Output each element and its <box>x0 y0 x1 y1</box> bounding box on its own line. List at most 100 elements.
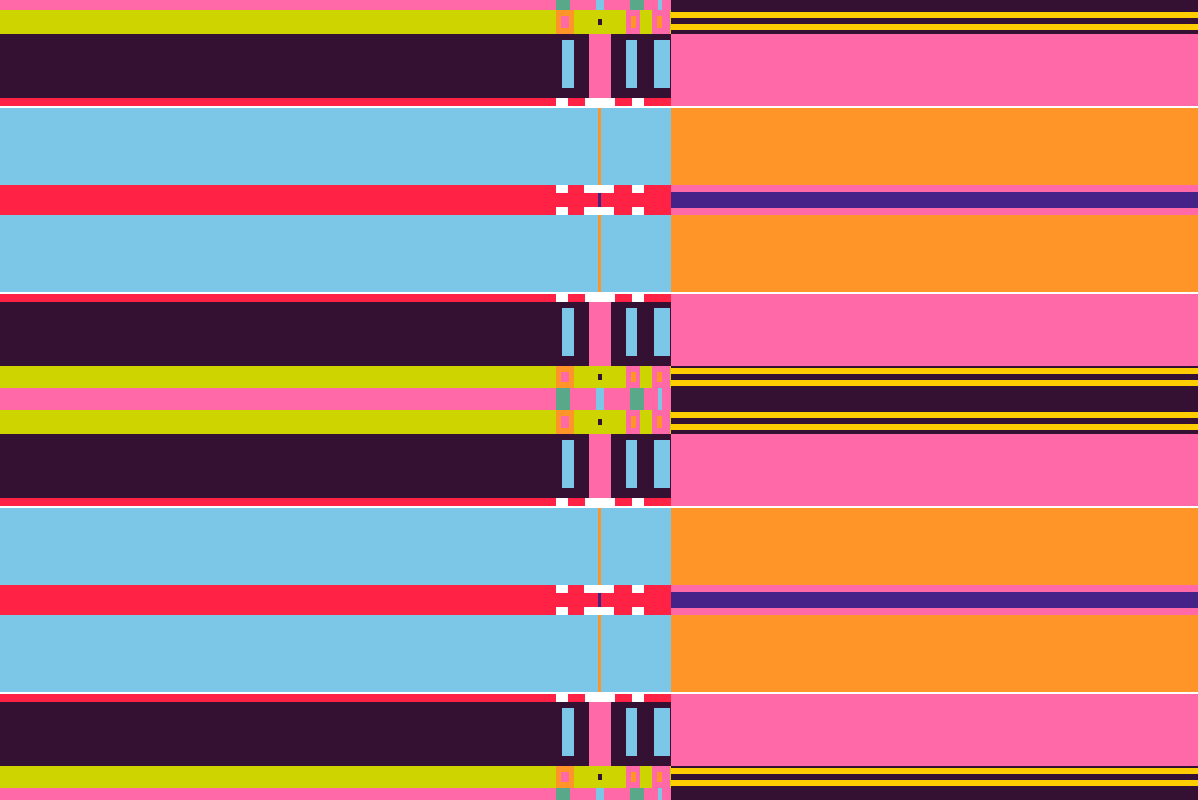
block <box>556 0 570 10</box>
stripe <box>671 368 1198 374</box>
band <box>671 106 1198 108</box>
block <box>657 416 662 428</box>
column <box>589 434 611 498</box>
notch <box>632 98 644 106</box>
notch <box>556 185 568 193</box>
notch <box>556 694 568 702</box>
block <box>562 40 574 88</box>
line <box>598 108 601 185</box>
band <box>0 34 671 98</box>
dot <box>598 374 602 380</box>
line <box>598 508 601 585</box>
block <box>626 40 637 88</box>
notch <box>632 185 644 193</box>
band <box>0 506 671 508</box>
block <box>630 0 644 10</box>
block <box>596 0 604 10</box>
block <box>658 388 662 410</box>
band <box>0 215 671 292</box>
band <box>671 292 1198 294</box>
band <box>0 766 671 788</box>
block <box>596 388 604 410</box>
block <box>561 772 569 782</box>
stripe <box>671 424 1198 430</box>
block <box>631 772 636 782</box>
band <box>0 294 671 302</box>
block <box>626 708 637 756</box>
block <box>556 388 570 410</box>
notch <box>584 207 614 215</box>
band <box>671 615 1198 692</box>
block <box>657 772 662 782</box>
block <box>654 440 670 488</box>
band <box>671 108 1198 185</box>
band <box>0 98 671 106</box>
dot <box>598 19 602 25</box>
block <box>626 440 637 488</box>
block <box>598 193 601 207</box>
notch <box>632 694 644 702</box>
band <box>0 508 671 585</box>
block <box>562 308 574 356</box>
block <box>561 416 569 428</box>
block <box>654 40 670 88</box>
band <box>0 366 671 388</box>
block <box>596 788 604 800</box>
band <box>0 388 671 410</box>
band <box>0 185 671 215</box>
stripe <box>671 24 1198 30</box>
notch <box>556 207 568 215</box>
block <box>561 16 569 28</box>
block <box>598 593 601 607</box>
block <box>654 308 670 356</box>
band <box>0 702 671 766</box>
notch <box>556 98 568 106</box>
notch <box>585 98 615 106</box>
notch <box>585 498 615 506</box>
band <box>671 434 1198 506</box>
block <box>658 0 662 10</box>
column <box>589 34 611 98</box>
dot <box>598 774 602 780</box>
band <box>0 0 671 10</box>
notch <box>556 294 568 302</box>
band <box>671 294 1198 366</box>
stripe <box>671 768 1198 774</box>
dot <box>598 419 602 425</box>
stripe <box>671 780 1198 786</box>
band <box>671 388 1198 410</box>
band <box>671 34 1198 106</box>
block <box>562 440 574 488</box>
column <box>589 702 611 766</box>
notch <box>585 694 615 702</box>
block <box>657 16 662 28</box>
block <box>630 388 644 410</box>
block <box>630 788 644 800</box>
block <box>562 708 574 756</box>
notch <box>585 294 615 302</box>
notch <box>632 498 644 506</box>
block <box>657 372 662 382</box>
band <box>0 615 671 692</box>
band <box>0 292 671 294</box>
notch <box>632 207 644 215</box>
stripe <box>671 412 1198 418</box>
notch <box>556 607 568 615</box>
block <box>561 372 569 382</box>
band <box>671 788 1198 800</box>
band <box>671 215 1198 292</box>
stripe <box>671 12 1198 18</box>
stripe <box>671 380 1198 386</box>
block <box>556 788 570 800</box>
band <box>0 498 671 506</box>
block <box>631 416 636 428</box>
band <box>0 108 671 185</box>
band <box>671 692 1198 694</box>
notch <box>632 607 644 615</box>
band <box>0 694 671 702</box>
band <box>0 788 671 800</box>
band <box>0 302 671 366</box>
block <box>631 16 636 28</box>
notch <box>584 607 614 615</box>
